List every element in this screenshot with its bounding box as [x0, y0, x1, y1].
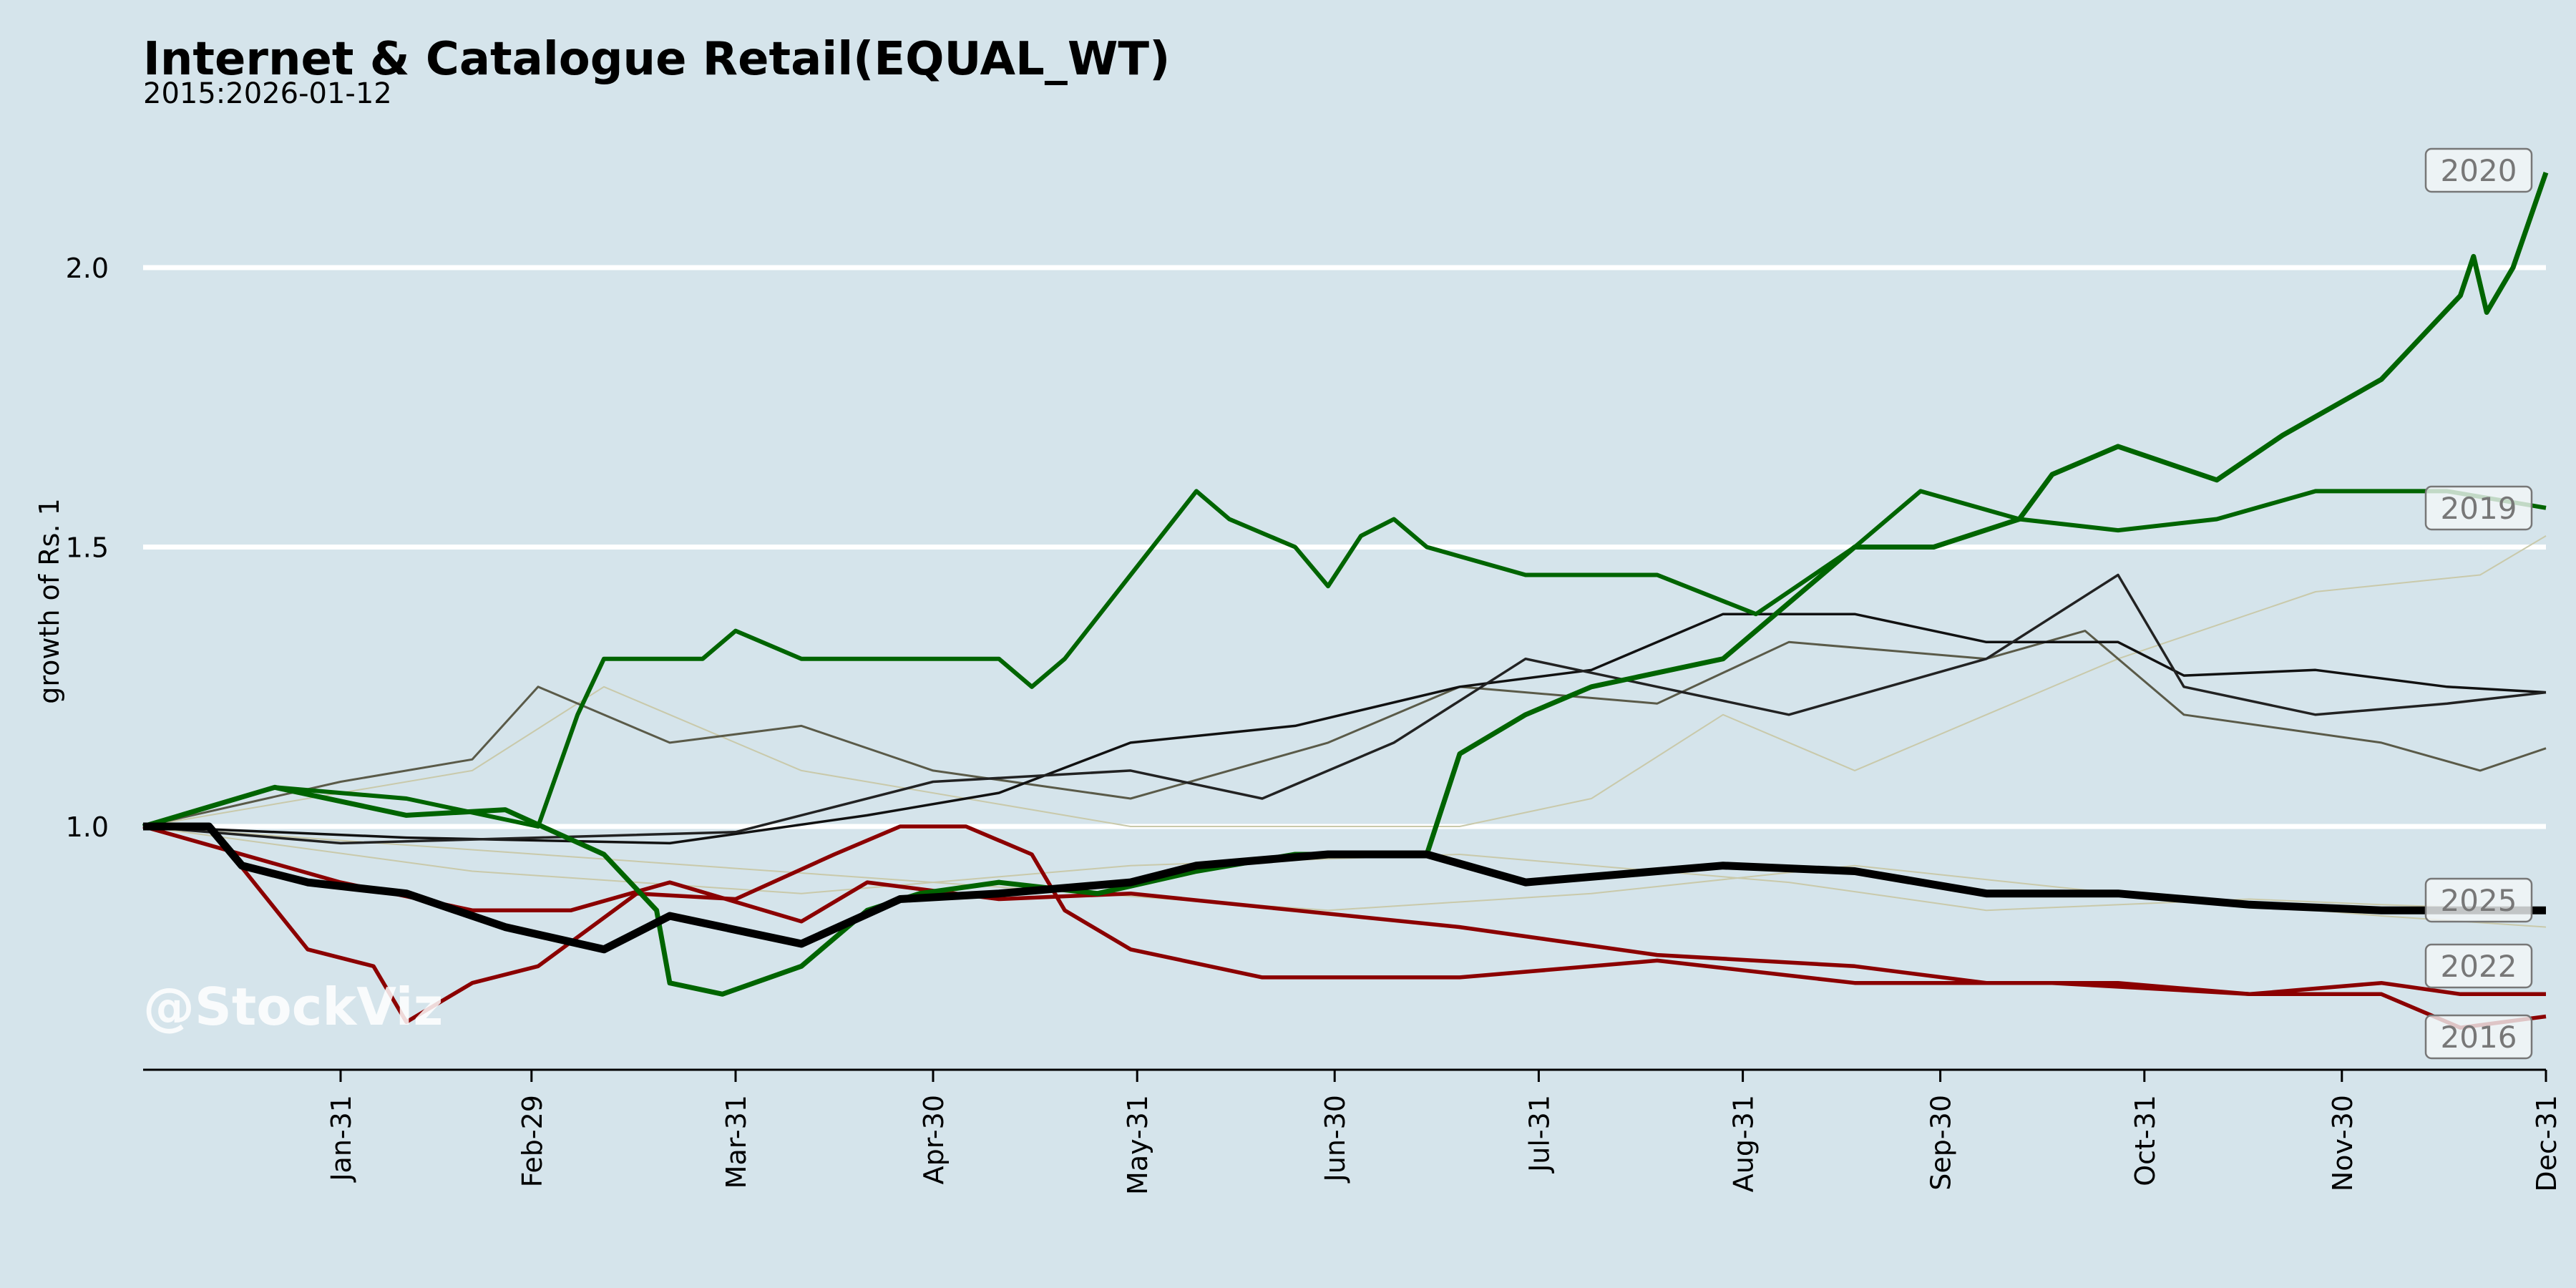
chart-title: Internet & Catalogue Retail(EQUAL_WT) — [143, 33, 1170, 86]
chart-subtitle: 2015:2026-01-12 — [143, 77, 392, 110]
y-tick-label: 1.5 — [66, 532, 109, 564]
x-tick-label: Apr-30 — [918, 1095, 950, 1184]
x-tick-label: Aug-31 — [1728, 1095, 1760, 1192]
series-line — [142, 613, 2547, 845]
end-label-2022: 2022 — [2424, 943, 2533, 989]
x-tick-label: Jun-30 — [1319, 1095, 1351, 1183]
watermark: @StockViz — [143, 977, 443, 1037]
label-text: 2025 — [2441, 883, 2517, 918]
x-ticks: Jan-31 Feb-29 Mar-31 Apr-30 May-31 Jun-30 Jul-… — [326, 1070, 2562, 1195]
series-line — [142, 826, 2547, 912]
series-line-2022 — [142, 824, 2546, 997]
x-tick-label: Feb-29 — [517, 1095, 548, 1187]
label-box — [2424, 943, 2533, 989]
series-line — [142, 630, 2547, 828]
label-text: 2020 — [2441, 153, 2517, 188]
end-label-2019: 2019 — [2424, 485, 2533, 531]
label-text: 2016 — [2441, 1020, 2517, 1055]
y-axis-label: growth of Rs. 1 — [34, 498, 65, 704]
y-tick-label: 1.0 — [66, 811, 109, 843]
x-tick-label: Mar-31 — [721, 1095, 752, 1189]
y-ticks: 1.0 1.5 2.0 — [66, 253, 109, 843]
x-tick-label: Jan-31 — [326, 1095, 357, 1183]
end-label-2020: 2020 — [2424, 147, 2533, 193]
x-tick-label: Nov-30 — [2327, 1095, 2358, 1191]
x-tick-label: Dec-31 — [2531, 1095, 2562, 1192]
label-box — [2424, 877, 2533, 923]
label-box — [2424, 147, 2533, 193]
series-line-2020 — [142, 172, 2549, 997]
series-line-2025 — [143, 822, 2546, 954]
x-tick-label: May-31 — [1122, 1095, 1153, 1195]
series-lines — [142, 172, 2549, 1030]
x-tick-label: Jul-31 — [1523, 1095, 1555, 1174]
label-box — [2424, 485, 2533, 531]
y-tick-label: 2.0 — [66, 253, 109, 284]
label-text: 2022 — [2441, 949, 2517, 984]
series-line — [142, 535, 2547, 827]
end-label-2016: 2016 — [2424, 1014, 2533, 1060]
end-label-2025: 2025 — [2424, 877, 2533, 923]
x-tick-label: Sep-30 — [1926, 1095, 1957, 1191]
label-box — [2424, 1014, 2533, 1060]
end-labels: 2020 2019 2025 2022 2016 — [2424, 147, 2533, 1060]
x-tick-label: Oct-31 — [2129, 1095, 2161, 1186]
label-text: 2019 — [2441, 491, 2517, 526]
series-line — [142, 573, 2547, 845]
